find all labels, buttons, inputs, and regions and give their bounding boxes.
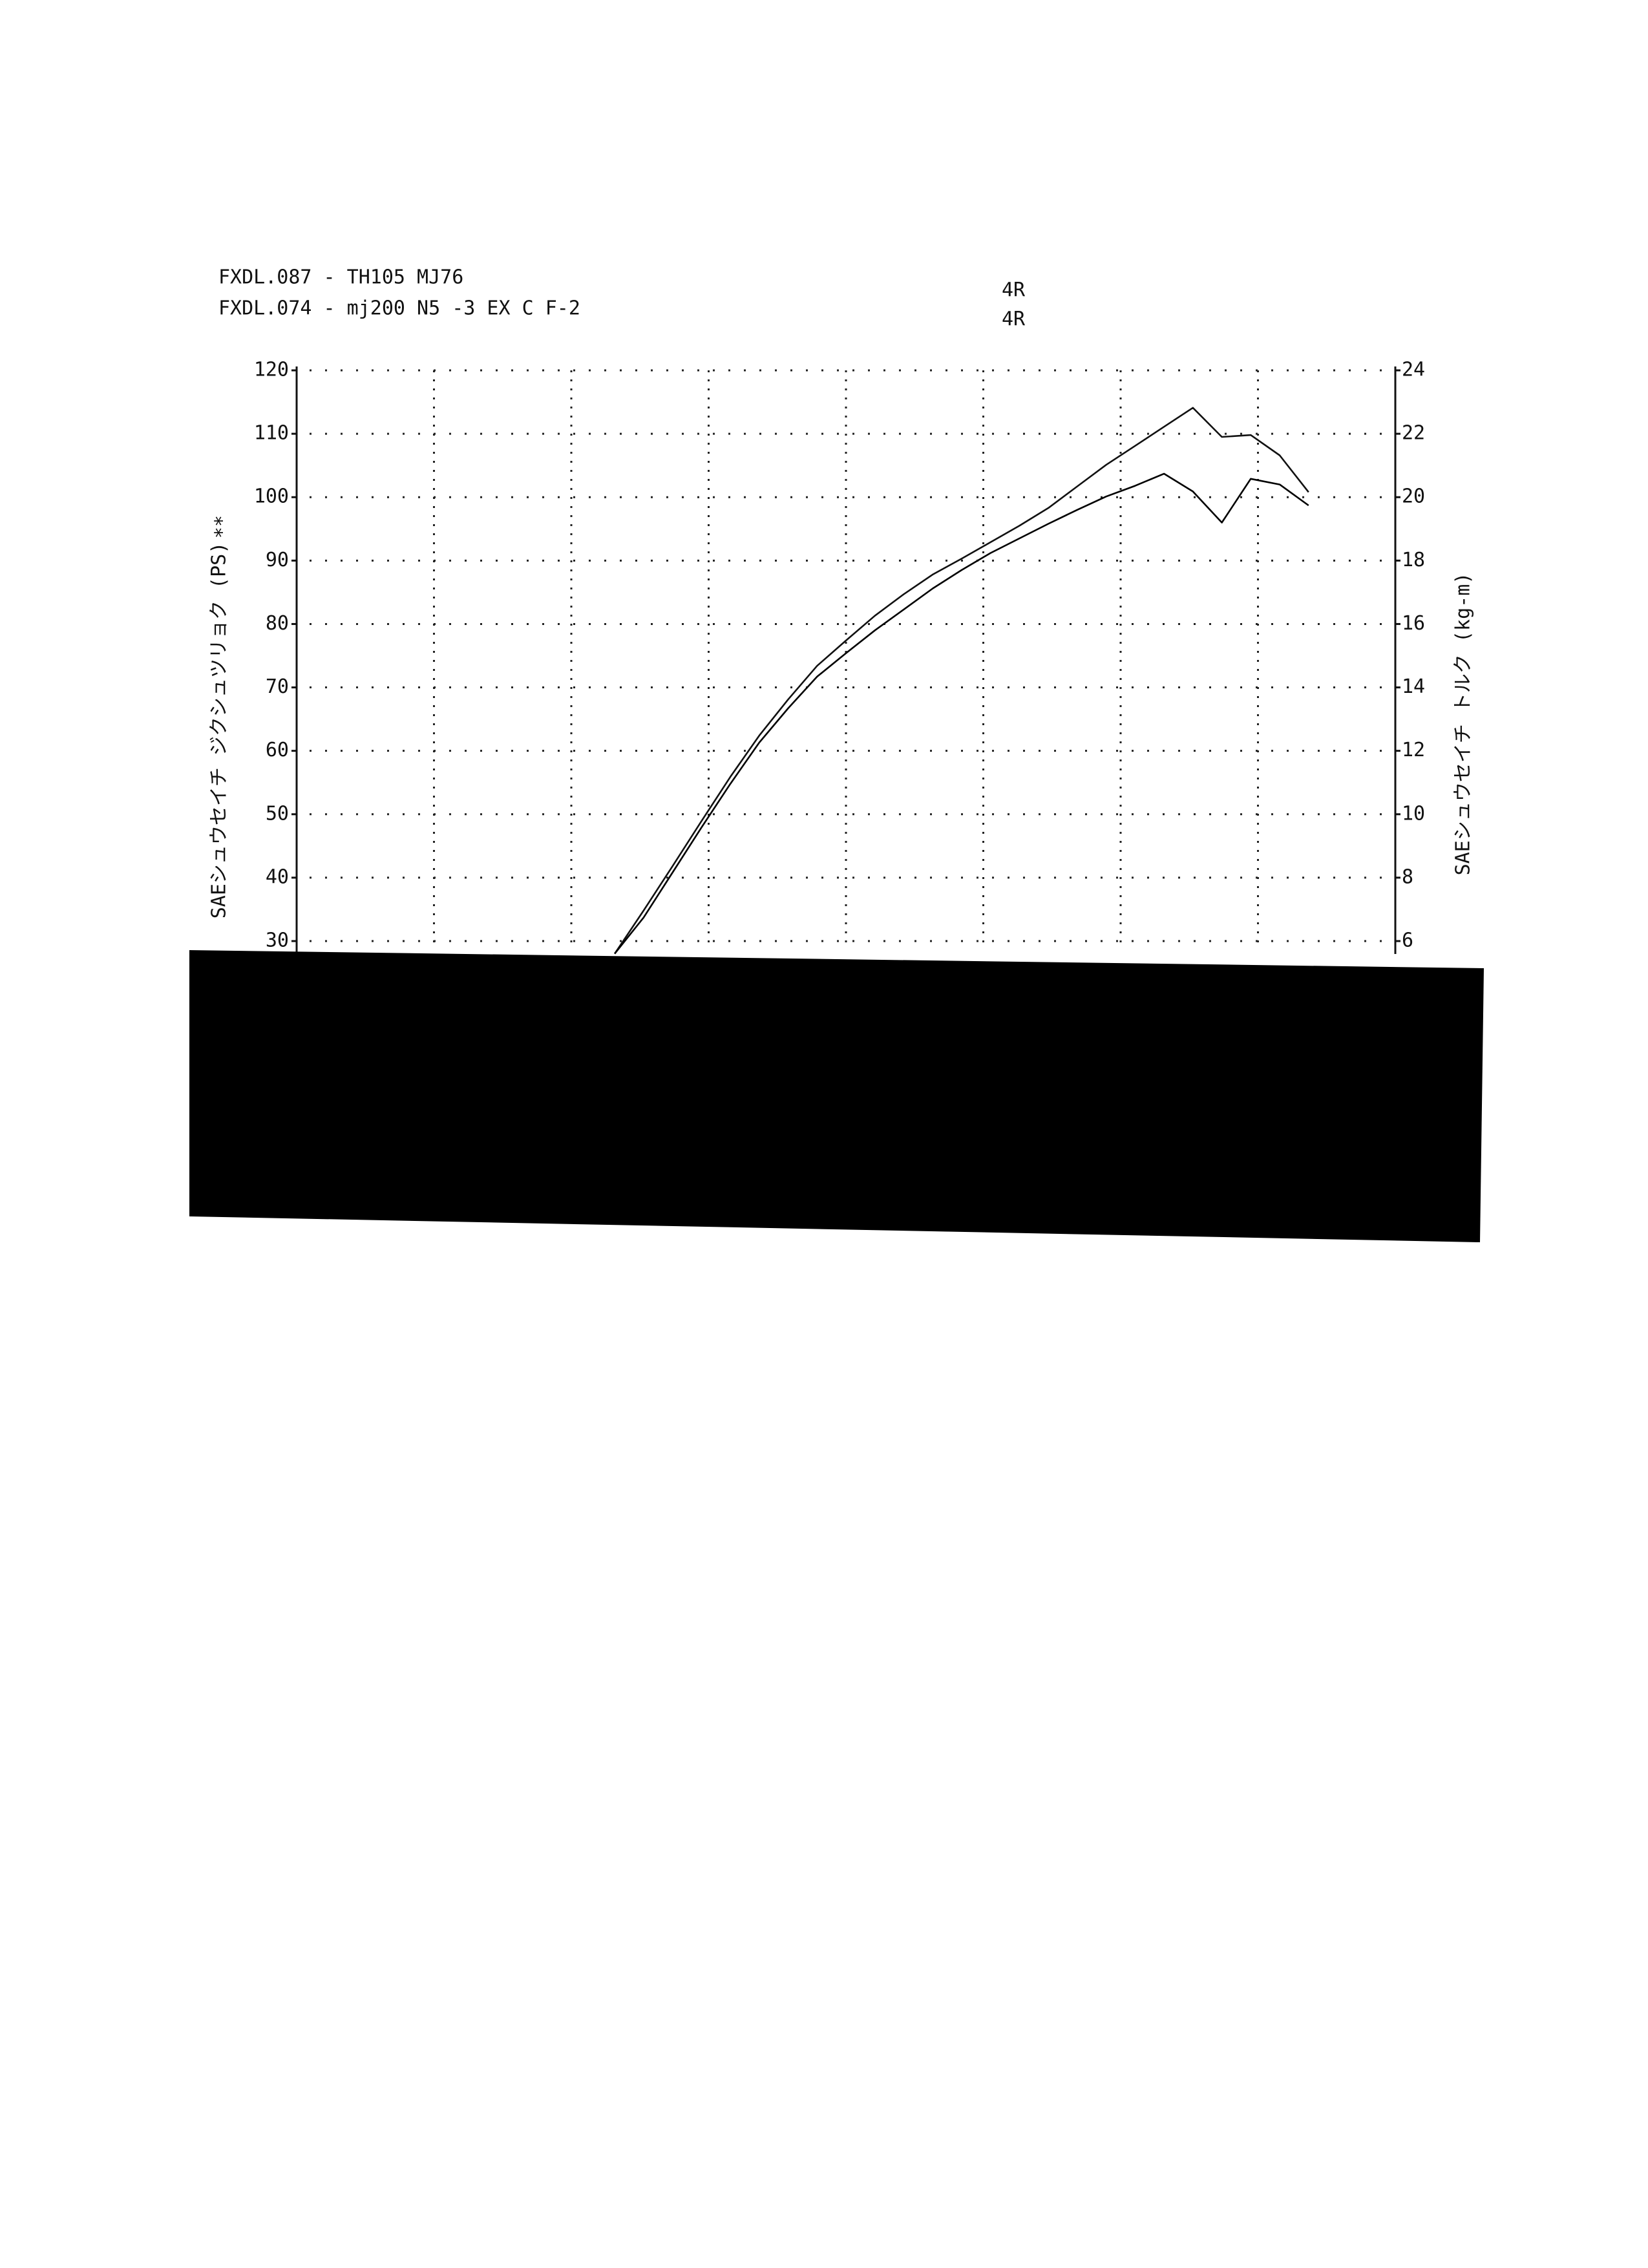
y2-axis-title: SAEシュウセイチ トルク (kg-m) (1452, 573, 1475, 876)
y2-tick-label: 12 (1402, 739, 1425, 761)
y-tick-label: 80 (266, 612, 289, 635)
y-tick-label: 40 (266, 865, 289, 888)
legend-line: FXDL.087 - TH105 MJ76 (218, 266, 463, 289)
y2-tick-label: 24 (1402, 359, 1425, 381)
y2-tick-label: 10 (1402, 802, 1425, 825)
y-tick-label: 60 (266, 739, 289, 761)
legend-gear: 4R (1002, 308, 1026, 331)
y-tick-label: 100 (254, 485, 289, 508)
y-tick-label: 50 (266, 802, 289, 825)
y2-tick-label: 16 (1402, 612, 1425, 635)
y-tick-label: 120 (254, 359, 289, 381)
redaction-block (189, 950, 1484, 1242)
y-tick-label: 110 (254, 422, 289, 445)
y2-tick-label: 14 (1402, 675, 1425, 698)
y2-tick-label: 18 (1402, 549, 1425, 571)
y-axis-title: SAEシュウセイチ ジクシュツリョク (PS) (208, 542, 231, 919)
y-tick-label: 30 (266, 929, 289, 952)
y2-tick-label: 20 (1402, 485, 1425, 508)
y2-tick-label: 6 (1402, 929, 1413, 952)
plot-area: 30 40 50 60 70 80 90 100 110 120 6 8 10 12 14 16 18 20 22 2… (254, 359, 1425, 955)
y2-tick-label: 22 (1402, 422, 1425, 445)
legend-gear: 4R (1002, 279, 1026, 302)
y-tick-label: 70 (266, 675, 289, 698)
legend-line: FXDL.074 - mj200 N5 -3 EX C F-2 (218, 297, 580, 320)
power-curve (614, 407, 1309, 955)
y-tick-label: 90 (266, 549, 289, 571)
y-axis-mark: ** (211, 515, 234, 538)
y2-tick-label: 8 (1402, 865, 1413, 888)
power-curve (614, 472, 1309, 955)
